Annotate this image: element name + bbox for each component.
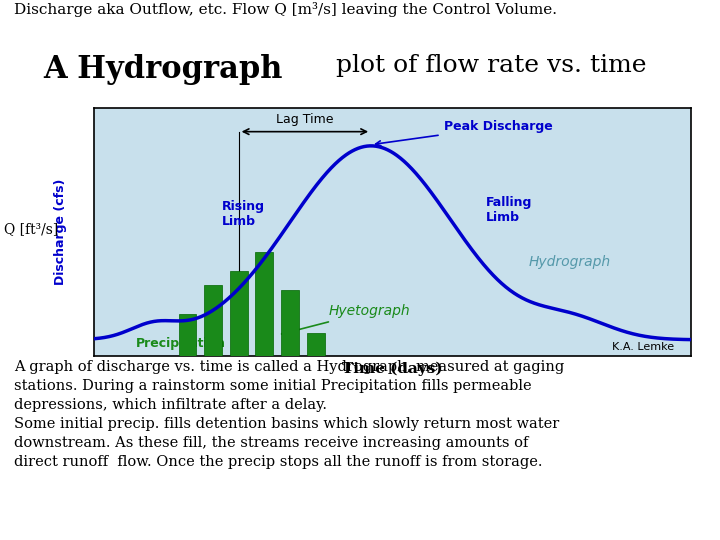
Text: Hyetograph: Hyetograph [282, 305, 410, 335]
X-axis label: Time (days): Time (days) [342, 362, 443, 376]
Text: A graph of discharge vs. time is called a Hydrograph, measured at gaging
station: A graph of discharge vs. time is called … [14, 360, 564, 469]
Text: plot of flow rate vs. time: plot of flow rate vs. time [328, 55, 646, 77]
Text: Hydrograph: Hydrograph [529, 255, 611, 269]
Bar [179, 314, 197, 356]
Text: Lag Time: Lag Time [276, 113, 333, 126]
Text: Discharge (cfs): Discharge (cfs) [54, 179, 67, 285]
Text: Discharge aka Outflow, etc. Flow Q [m³/s] leaving the Control Volume.: Discharge aka Outflow, etc. Flow Q [m³/s… [14, 2, 557, 17]
Bar [230, 271, 248, 356]
Text: Q [ft³/s]: Q [ft³/s] [4, 222, 58, 237]
Text: Precipitation: Precipitation [136, 338, 226, 350]
Text: K.A. Lemke: K.A. Lemke [612, 342, 674, 352]
Bar [307, 333, 325, 356]
Text: Peak Discharge: Peak Discharge [376, 120, 552, 146]
Bar [204, 286, 222, 356]
Text: Falling
Limb: Falling Limb [486, 195, 533, 224]
Text: Rising
Limb: Rising Limb [222, 200, 265, 228]
Text: A Hydrograph: A Hydrograph [43, 55, 283, 85]
Bar [256, 252, 274, 356]
Bar [281, 290, 299, 356]
